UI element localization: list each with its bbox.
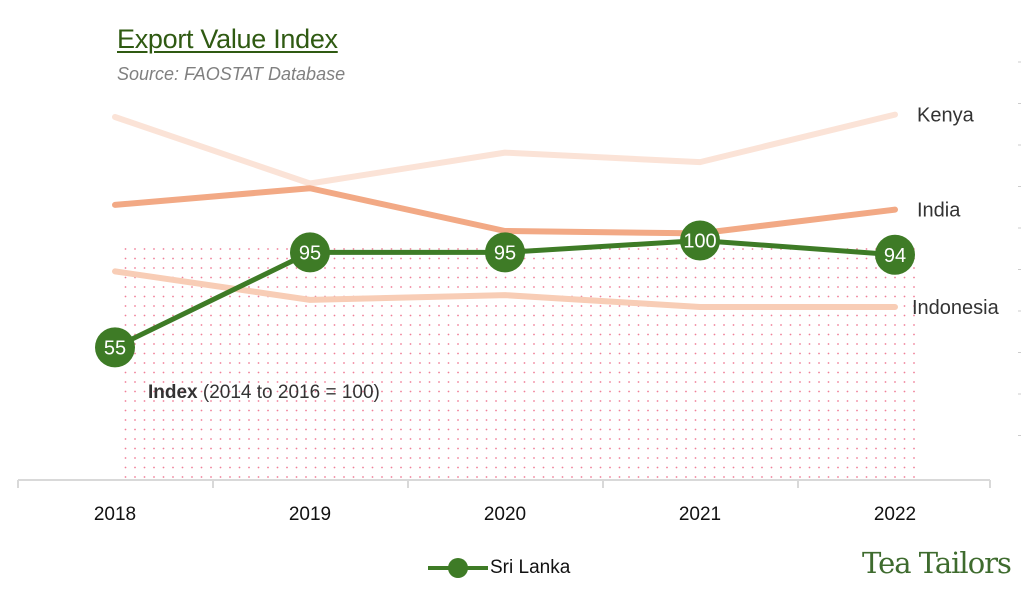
series-label: Indonesia <box>912 297 1000 319</box>
x-tick-label: 2021 <box>679 504 721 525</box>
data-label: 100 <box>683 231 716 253</box>
legend-label: Sri Lanka <box>490 557 571 578</box>
data-label: 95 <box>494 242 516 264</box>
annotation-bold: Index <box>148 382 198 403</box>
series-line-kenya <box>112 111 898 187</box>
chart-title: Export Value Index <box>117 24 338 54</box>
annotation-rest: (2014 to 2016 = 100) <box>197 382 380 403</box>
series-line-india <box>112 185 898 237</box>
data-point-marker <box>290 232 330 273</box>
data-label: 55 <box>104 337 126 359</box>
data-point-marker <box>95 327 135 368</box>
data-point-marker <box>485 232 525 273</box>
legend-marker-icon <box>428 556 488 580</box>
data-point-marker <box>680 220 720 261</box>
x-tick-label: 2018 <box>94 504 136 525</box>
data-point-marker <box>875 234 915 275</box>
x-tick-label: 2020 <box>484 504 526 525</box>
brand-logo: Tea Tailors <box>862 546 1012 580</box>
x-tick-label: 2022 <box>874 504 916 525</box>
index-annotation: Index (2014 to 2016 = 100) <box>148 382 380 404</box>
shaded-index-region <box>118 240 918 478</box>
chart-subtitle: Source: FAOSTAT Database <box>117 64 346 84</box>
x-tick-label: 2019 <box>289 504 331 525</box>
series-label: India <box>917 200 961 222</box>
legend: Sri Lanka <box>428 556 570 580</box>
series-label: Kenya <box>917 105 975 127</box>
series-line-indonesia <box>112 268 898 310</box>
data-label: 94 <box>884 245 906 267</box>
data-label: 95 <box>299 242 321 264</box>
